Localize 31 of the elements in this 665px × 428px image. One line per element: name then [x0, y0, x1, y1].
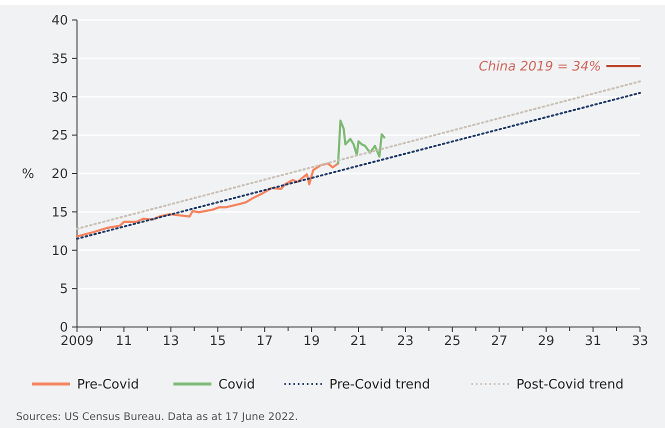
legend-label: Pre-Covid [77, 378, 139, 393]
x-tick-label: 29 [538, 334, 554, 349]
legend-label: Covid [218, 378, 255, 393]
source-note: Sources: US Census Bureau. Data as at 17 June 2022. [16, 411, 298, 423]
x-tick-label: 25 [444, 334, 461, 349]
y-tick-label: 20 [51, 167, 68, 182]
annotation: China 2019 = 34% [478, 60, 602, 75]
x-tick-label: 33 [632, 334, 648, 349]
y-tick-label: 15 [51, 205, 68, 220]
x-tick-label: 23 [397, 334, 414, 349]
x-tick-label: 11 [116, 334, 132, 349]
y-tick-label: 5 [60, 282, 68, 298]
line-series [76, 162, 340, 238]
x-tick-label: 2009 [60, 334, 94, 349]
y-tick-label: 10 [51, 244, 68, 259]
x-tick-label: 15 [209, 334, 226, 349]
y-tick-label: 25 [51, 128, 68, 144]
legend-label: Pre-Covid trend [329, 378, 430, 393]
x-tick-label: 31 [584, 334, 602, 349]
x-tick-label: 13 [162, 334, 180, 349]
x-tick-label: 27 [490, 334, 508, 349]
y-tick-label: 40 [51, 14, 68, 29]
legend-label: Post-Covid trend [516, 378, 624, 393]
y-tick-label: 35 [51, 52, 68, 67]
y-tick-label: 30 [51, 90, 68, 106]
line-series [336, 119, 386, 165]
y-axis-title: % [22, 167, 34, 182]
x-tick-label: 17 [256, 334, 273, 349]
x-tick-label: 21 [350, 334, 367, 349]
x-tick-label: 19 [303, 334, 320, 349]
y-tick-label: 0 [60, 320, 68, 336]
